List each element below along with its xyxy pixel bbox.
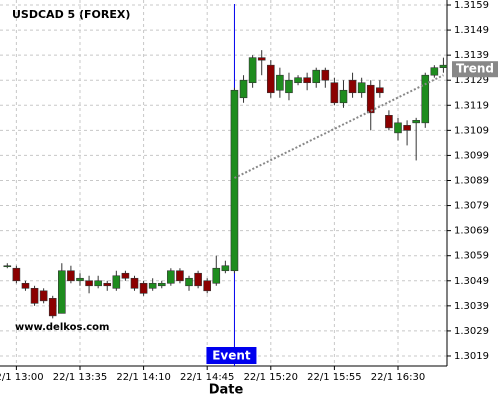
- x-tick-label: 22/1 13:00: [0, 372, 44, 383]
- candle-body: [394, 122, 402, 134]
- candle-body: [194, 272, 202, 287]
- y-tick-label: 1.3119: [454, 100, 489, 111]
- candle-body: [248, 57, 257, 84]
- y-tick-label: 1.3079: [454, 201, 489, 212]
- y-tick-label: 1.3039: [454, 301, 489, 312]
- candle-body: [321, 69, 330, 81]
- candle-body: [85, 280, 93, 287]
- candle-body: [12, 267, 21, 282]
- candle-body: [421, 74, 430, 124]
- candle-body: [257, 57, 266, 61]
- candle-body: [366, 84, 375, 114]
- y-tick-label: 1.3089: [454, 175, 489, 186]
- candle-body: [176, 270, 184, 282]
- candle-body: [385, 115, 393, 129]
- candle-body: [21, 282, 30, 289]
- x-tick-label: 22/1 13:35: [53, 372, 107, 383]
- candle-body: [30, 287, 39, 304]
- candle-body: [339, 89, 348, 104]
- candle-body: [58, 270, 66, 314]
- x-tick-label: 22/1 15:55: [307, 372, 361, 383]
- candle-body: [212, 267, 221, 284]
- event-label: Event: [212, 349, 251, 363]
- candle-body: [412, 120, 420, 124]
- event-label-box: [206, 347, 257, 364]
- candle-body: [266, 64, 275, 94]
- candle-body: [430, 67, 439, 76]
- y-tick-label: 1.3019: [454, 351, 489, 362]
- candle-body: [330, 82, 339, 104]
- candle-body: [94, 280, 102, 287]
- x-axis-label: Date: [209, 383, 244, 398]
- y-tick-label: 1.3099: [454, 150, 489, 161]
- candle-body: [285, 79, 293, 94]
- y-tick-label: 1.3049: [454, 276, 489, 287]
- y-tick-label: 1.3159: [454, 0, 489, 11]
- y-tick-label: 1.3059: [454, 251, 489, 262]
- candle-body: [103, 282, 112, 287]
- x-tick-label: 22/1 14:10: [116, 372, 170, 383]
- candle-body: [67, 270, 75, 282]
- x-tick-label: 22/1 16:30: [371, 372, 425, 383]
- candle-body: [112, 275, 121, 289]
- candle-body: [294, 77, 302, 84]
- watermark: www.delkos.com: [15, 322, 109, 333]
- candle-body: [357, 82, 366, 94]
- candle-body: [130, 277, 139, 289]
- candle-body: [203, 280, 211, 292]
- candle-body: [348, 79, 357, 94]
- trend-line: [234, 74, 444, 179]
- candle-body: [39, 290, 48, 302]
- candle-body: [76, 277, 84, 282]
- y-tick-label: 1.3129: [454, 75, 489, 86]
- candle-body: [157, 282, 166, 287]
- candle-body: [276, 74, 284, 91]
- candle-body: [239, 79, 248, 99]
- y-tick-label: 1.3149: [454, 25, 489, 36]
- candle-body: [167, 270, 175, 284]
- candle-body: [403, 125, 411, 131]
- candle-body: [3, 265, 12, 268]
- candle-body: [221, 265, 230, 272]
- y-tick-label: 1.3109: [454, 125, 489, 136]
- trend-label-box: [452, 61, 498, 78]
- candle-body: [312, 69, 321, 84]
- y-tick-label: 1.3139: [454, 50, 489, 61]
- candle-body: [139, 282, 148, 294]
- y-tick-label: 1.3029: [454, 326, 489, 337]
- candle-body: [48, 298, 57, 317]
- x-tick-label: 22/1 15:20: [244, 372, 298, 383]
- candle-body: [439, 64, 448, 68]
- candle-body: [148, 282, 157, 289]
- candle-body: [376, 87, 384, 94]
- candle-body: [185, 277, 193, 287]
- candle-body: [121, 272, 130, 279]
- y-tick-label: 1.3069: [454, 226, 489, 237]
- chart-title: USDCAD 5 (FOREX): [12, 8, 130, 21]
- x-tick-label: 22/1 14:45: [180, 372, 234, 383]
- trend-label: Trend: [456, 62, 494, 76]
- candle-body: [230, 89, 239, 272]
- candle-body: [303, 77, 311, 84]
